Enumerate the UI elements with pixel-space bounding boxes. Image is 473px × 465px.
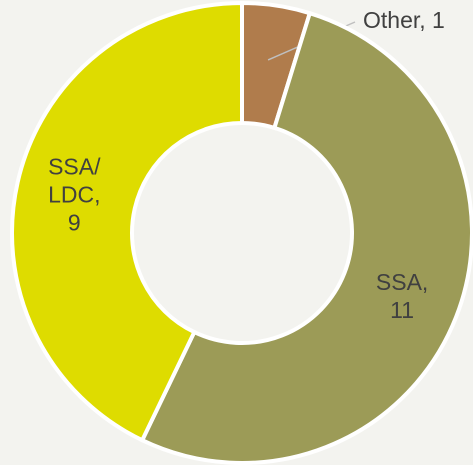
slice [139,10,473,465]
data-label: SSA, 11 [376,269,428,323]
data-label: Other, 1 [363,7,445,33]
data-label: SSA/LDC, 9 [48,154,101,236]
slice [10,0,244,443]
